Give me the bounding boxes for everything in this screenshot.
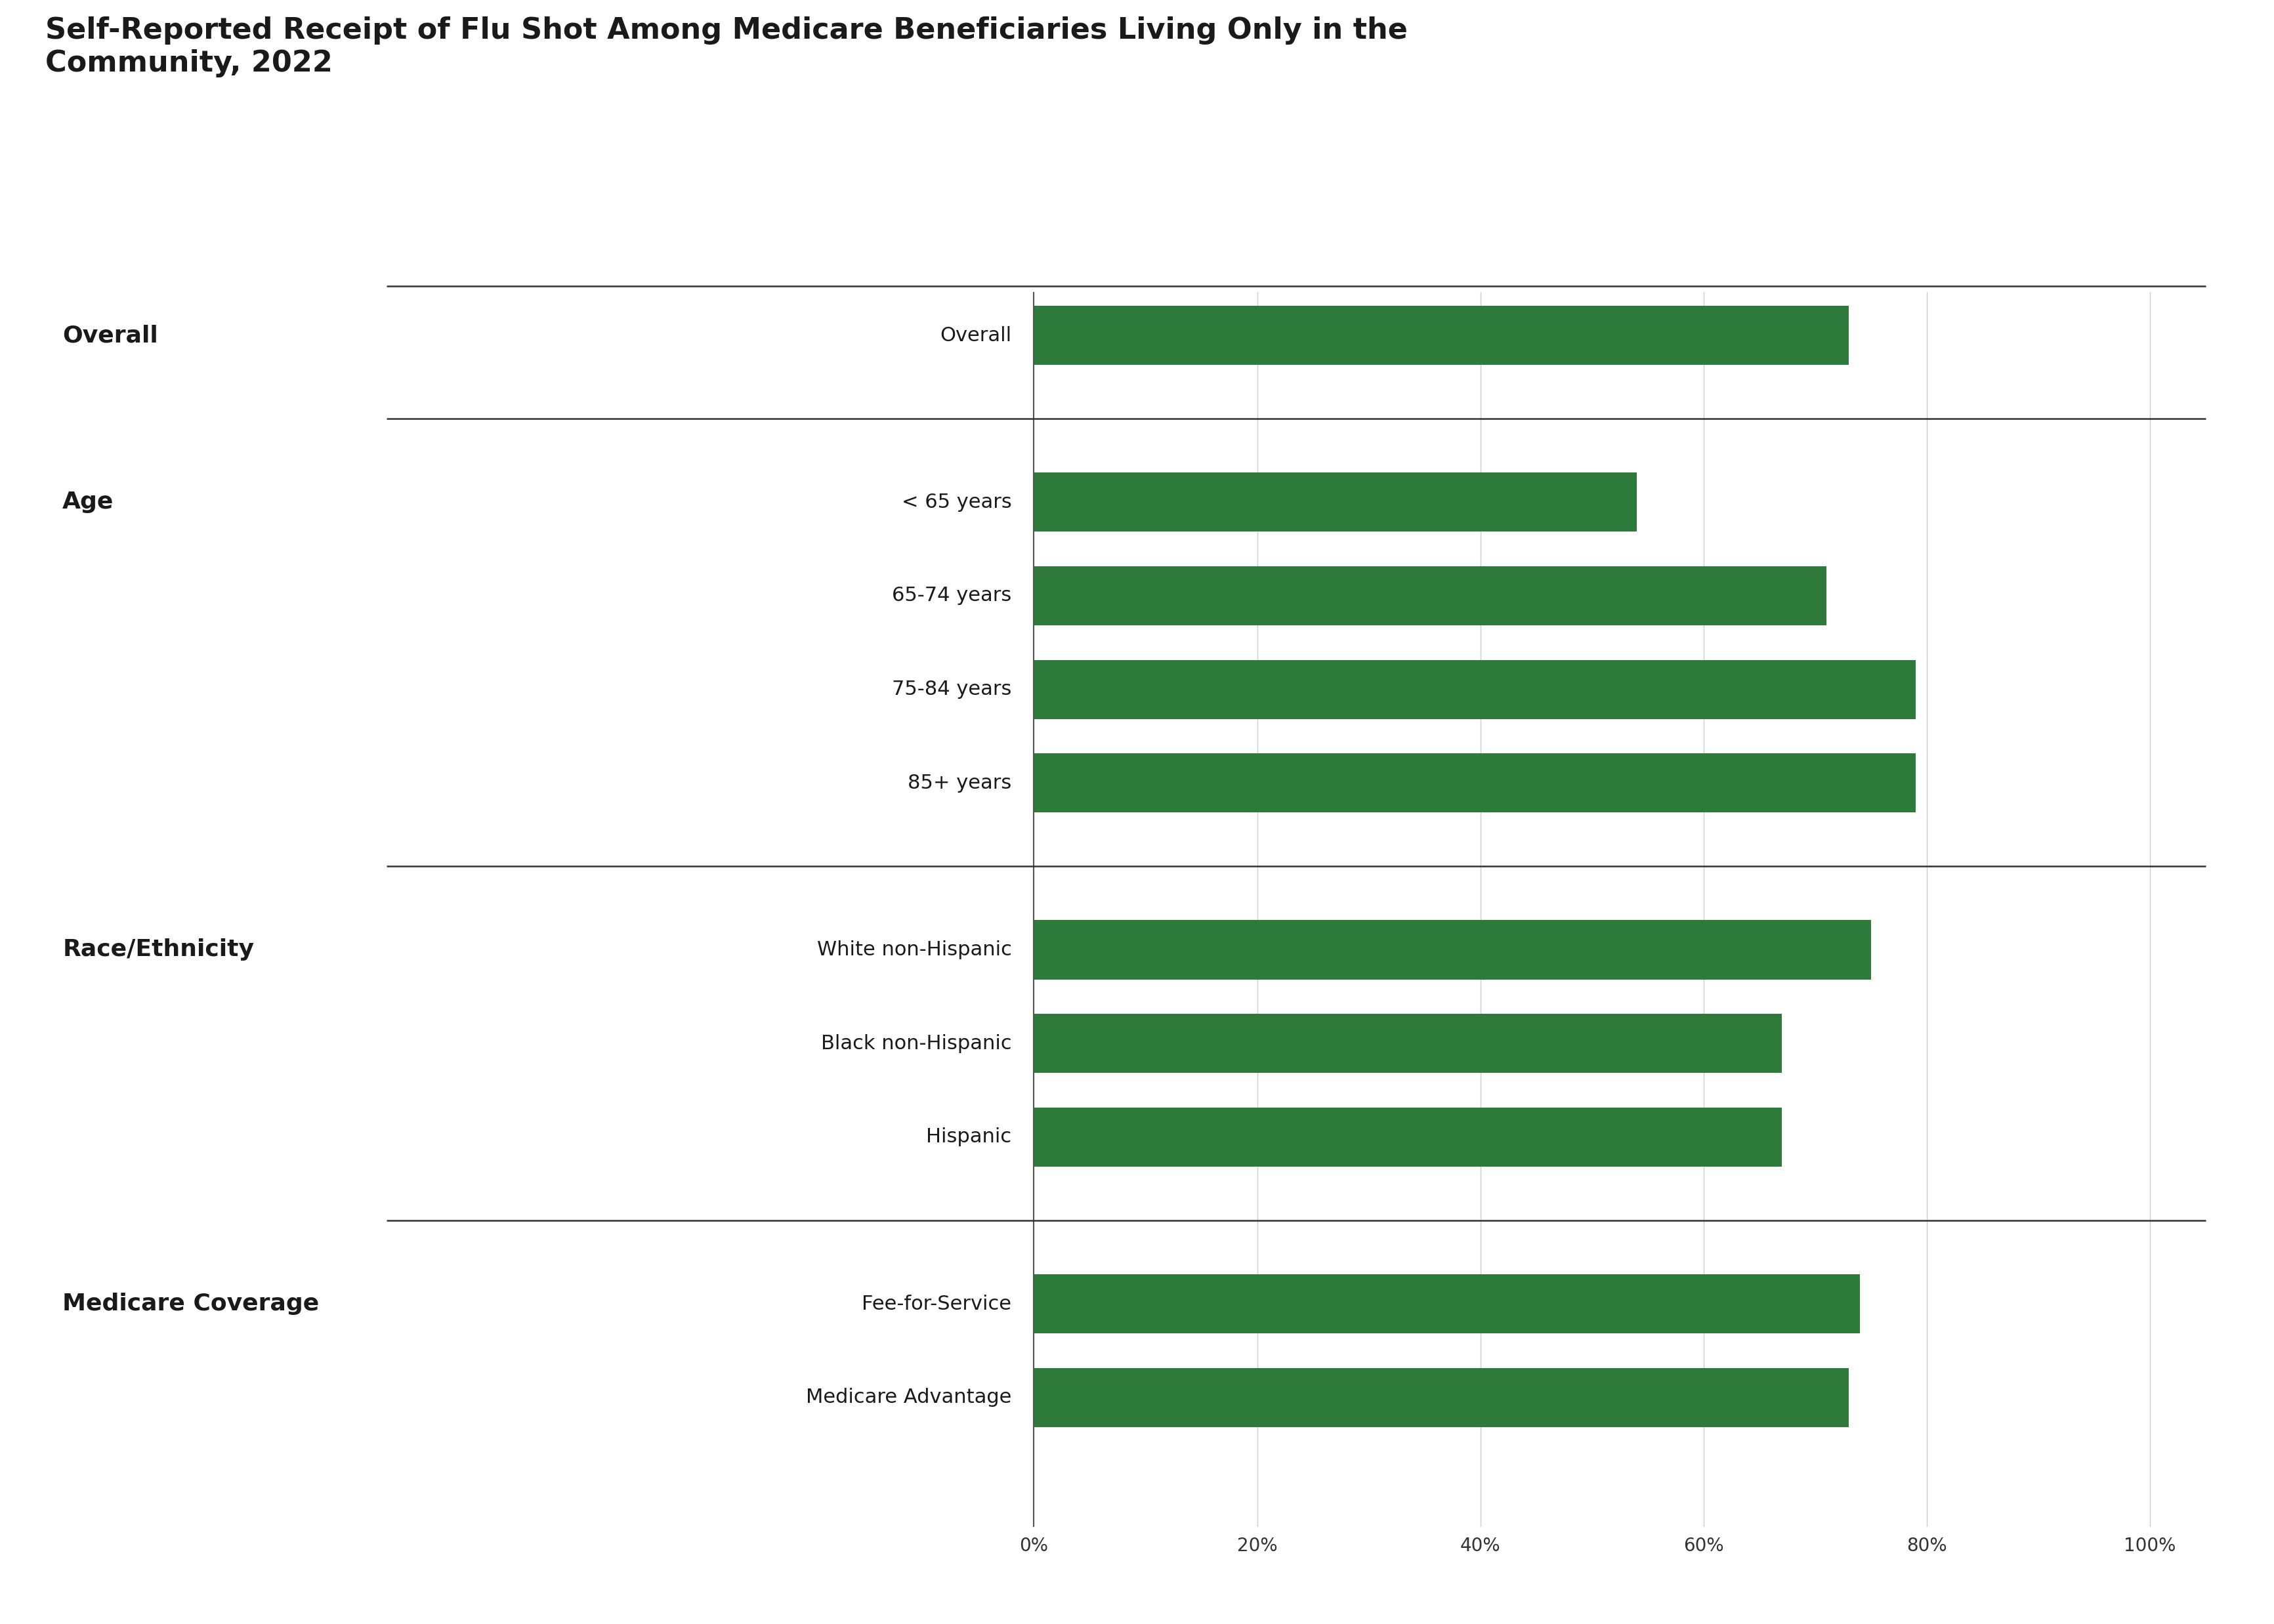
Text: Overall: Overall: [64, 325, 159, 346]
Text: Fee-for-Service: Fee-for-Service: [862, 1294, 1012, 1314]
Bar: [1035, 1013, 1781, 1073]
Text: Black non-Hispanic: Black non-Hispanic: [821, 1034, 1012, 1052]
Text: White non-Hispanic: White non-Hispanic: [816, 940, 1012, 960]
Bar: [1035, 921, 1872, 979]
Text: Overall: Overall: [939, 326, 1012, 344]
Bar: [1035, 473, 1637, 531]
Bar: [1035, 1367, 1849, 1427]
Text: Medicare Coverage: Medicare Coverage: [64, 1293, 318, 1315]
Text: 65-74 years: 65-74 years: [891, 586, 1012, 606]
Text: Medicare Advantage: Medicare Advantage: [805, 1389, 1012, 1406]
Bar: [1035, 305, 1849, 365]
Bar: [1035, 659, 1915, 719]
Bar: [1035, 1108, 1781, 1166]
Text: Age: Age: [64, 490, 114, 513]
Text: Race/Ethnicity: Race/Ethnicity: [64, 939, 255, 961]
Text: 85+ years: 85+ years: [907, 773, 1012, 793]
Text: Self-Reported Receipt of Flu Shot Among Medicare Beneficiaries Living Only in th: Self-Reported Receipt of Flu Shot Among …: [45, 16, 1408, 76]
Bar: [1035, 567, 1826, 625]
Bar: [1035, 1275, 1860, 1333]
Text: Hispanic: Hispanic: [926, 1127, 1012, 1147]
Text: 75-84 years: 75-84 years: [891, 680, 1012, 698]
Text: < 65 years: < 65 years: [901, 492, 1012, 512]
Bar: [1035, 754, 1915, 812]
